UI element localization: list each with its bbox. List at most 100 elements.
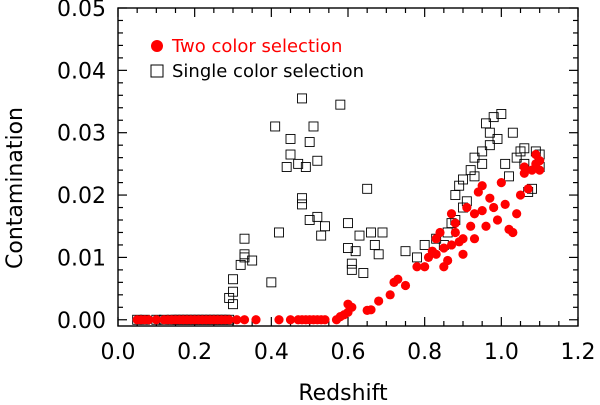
single-color-point <box>358 268 369 278</box>
two-color-point <box>515 190 526 200</box>
two-color-point <box>320 315 330 325</box>
single-color-point <box>304 137 315 148</box>
two-color-point <box>366 305 376 315</box>
two-color-point <box>251 315 261 325</box>
two-color-point <box>512 209 522 219</box>
single-color-point <box>274 227 284 238</box>
y-axis-title: Contamination <box>3 107 28 269</box>
two-color-point <box>492 215 503 225</box>
single-color-point <box>343 243 353 254</box>
x-tick-label: 0.6 <box>331 340 366 365</box>
y-tick-label: 0.04 <box>57 59 106 84</box>
single-color-point <box>316 230 327 241</box>
two-color-point <box>462 202 472 213</box>
single-color-point <box>247 255 258 266</box>
single-color-point <box>496 109 507 119</box>
legend-label-two-color: Two color selection <box>171 36 342 57</box>
two-color-point <box>519 162 529 172</box>
single-color-point <box>377 227 388 238</box>
single-color-point <box>224 292 235 303</box>
two-color-point <box>477 181 487 191</box>
two-color-point <box>450 227 460 238</box>
two-color-point <box>443 255 453 266</box>
single-color-point <box>477 146 488 157</box>
single-color-point <box>235 259 246 270</box>
two-color-point <box>224 315 234 325</box>
two-color-point <box>458 249 468 259</box>
single-color-point <box>228 274 238 285</box>
two-color-point <box>420 262 430 272</box>
single-color-point <box>511 152 522 163</box>
single-color-point <box>293 158 304 169</box>
two-color-point <box>446 240 457 250</box>
single-color-point <box>281 162 292 172</box>
single-color-point <box>228 299 238 310</box>
two-color-point <box>469 209 480 219</box>
single-color-point <box>492 133 503 144</box>
two-color-point <box>500 199 510 210</box>
two-color-point <box>439 243 449 253</box>
single-color-point <box>477 158 488 169</box>
y-tick-label: 0.05 <box>57 0 106 22</box>
x-tick-label: 0.0 <box>101 340 136 365</box>
single-color-point <box>346 258 357 269</box>
single-color-point <box>320 221 330 232</box>
two-color-point <box>285 315 296 325</box>
single-color-point <box>373 249 384 260</box>
legend: Two color selection Single color selecti… <box>150 36 364 82</box>
two-color-point <box>385 290 395 300</box>
y-tick-label: 0.03 <box>57 122 106 147</box>
two-color-point <box>466 221 476 231</box>
single-color-point <box>412 252 422 263</box>
two-color-point <box>496 177 506 188</box>
two-color-point <box>151 315 161 325</box>
single-color-point <box>343 218 353 229</box>
single-color-point <box>300 162 311 172</box>
single-color-point <box>354 230 365 241</box>
single-color-point <box>297 193 307 204</box>
two-color-point <box>239 315 250 325</box>
single-color-point <box>454 180 465 191</box>
legend-marker-single-color <box>150 64 164 78</box>
two-color-point <box>481 221 491 231</box>
single-color-point <box>239 249 250 260</box>
points-layer <box>132 93 545 325</box>
two-color-point <box>431 249 441 259</box>
x-tick-label: 0.2 <box>177 340 212 365</box>
single-color-point <box>500 158 511 169</box>
x-axis-title: Redshift <box>298 381 388 405</box>
single-color-point <box>362 183 373 194</box>
two-color-point <box>446 209 457 219</box>
single-color-point <box>488 112 499 123</box>
two-color-point <box>144 315 154 325</box>
single-color-point <box>469 152 480 163</box>
single-color-point <box>228 286 238 297</box>
y-tick-label: 0.02 <box>57 184 106 209</box>
single-color-point <box>285 149 296 160</box>
two-color-point <box>374 296 384 306</box>
two-color-point <box>535 165 545 175</box>
single-color-point <box>266 277 277 288</box>
single-color-point <box>239 233 250 244</box>
two-color-point <box>489 202 499 213</box>
plot-frame <box>117 7 579 327</box>
single-color-point <box>366 227 376 238</box>
legend-marker-two-color <box>151 40 163 52</box>
single-color-point <box>465 165 476 176</box>
single-color-point <box>469 171 480 182</box>
x-tick-label: 1.0 <box>484 340 519 365</box>
single-color-point <box>400 246 411 257</box>
single-color-point <box>297 199 307 210</box>
two-color-point <box>232 315 242 325</box>
legend-label-single-color: Single color selection <box>172 61 364 82</box>
single-color-point <box>504 171 514 182</box>
two-color-point <box>508 227 518 238</box>
x-tick-label: 0.4 <box>254 340 289 365</box>
single-color-point <box>346 264 357 275</box>
single-color-point <box>507 127 518 138</box>
x-tick-label: 0.8 <box>407 340 442 365</box>
single-color-point <box>335 99 346 110</box>
two-color-point <box>485 193 495 203</box>
two-color-point <box>535 156 545 166</box>
